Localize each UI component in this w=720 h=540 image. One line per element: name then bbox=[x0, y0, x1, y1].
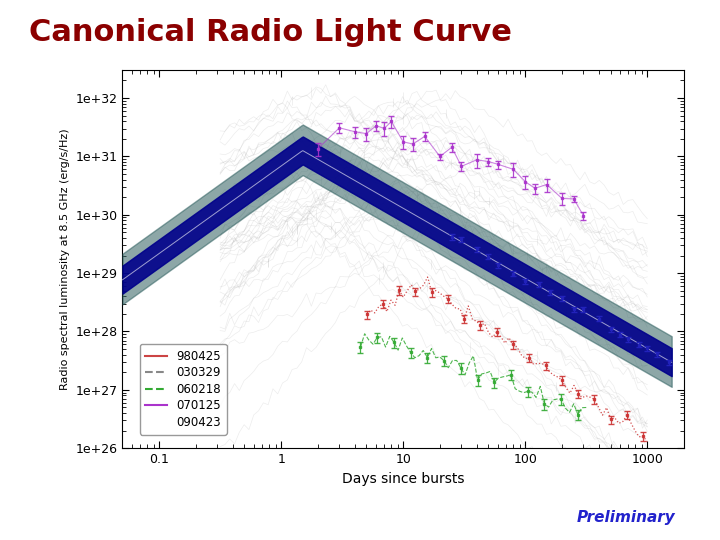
Text: NRAO: NRAO bbox=[27, 525, 52, 534]
Legend: 980425, 030329, 060218, 070125, 090423: 980425, 030329, 060218, 070125, 090423 bbox=[140, 344, 227, 435]
Y-axis label: Radio spectral luminosity at 8.5 GHz (erg/s/Hz): Radio spectral luminosity at 8.5 GHz (er… bbox=[60, 129, 70, 390]
Text: Preliminary: Preliminary bbox=[577, 510, 676, 525]
Text: Canonical Radio Light Curve: Canonical Radio Light Curve bbox=[29, 18, 512, 47]
Text: 7: 7 bbox=[686, 510, 696, 525]
X-axis label: Days since bursts: Days since bursts bbox=[342, 471, 464, 485]
